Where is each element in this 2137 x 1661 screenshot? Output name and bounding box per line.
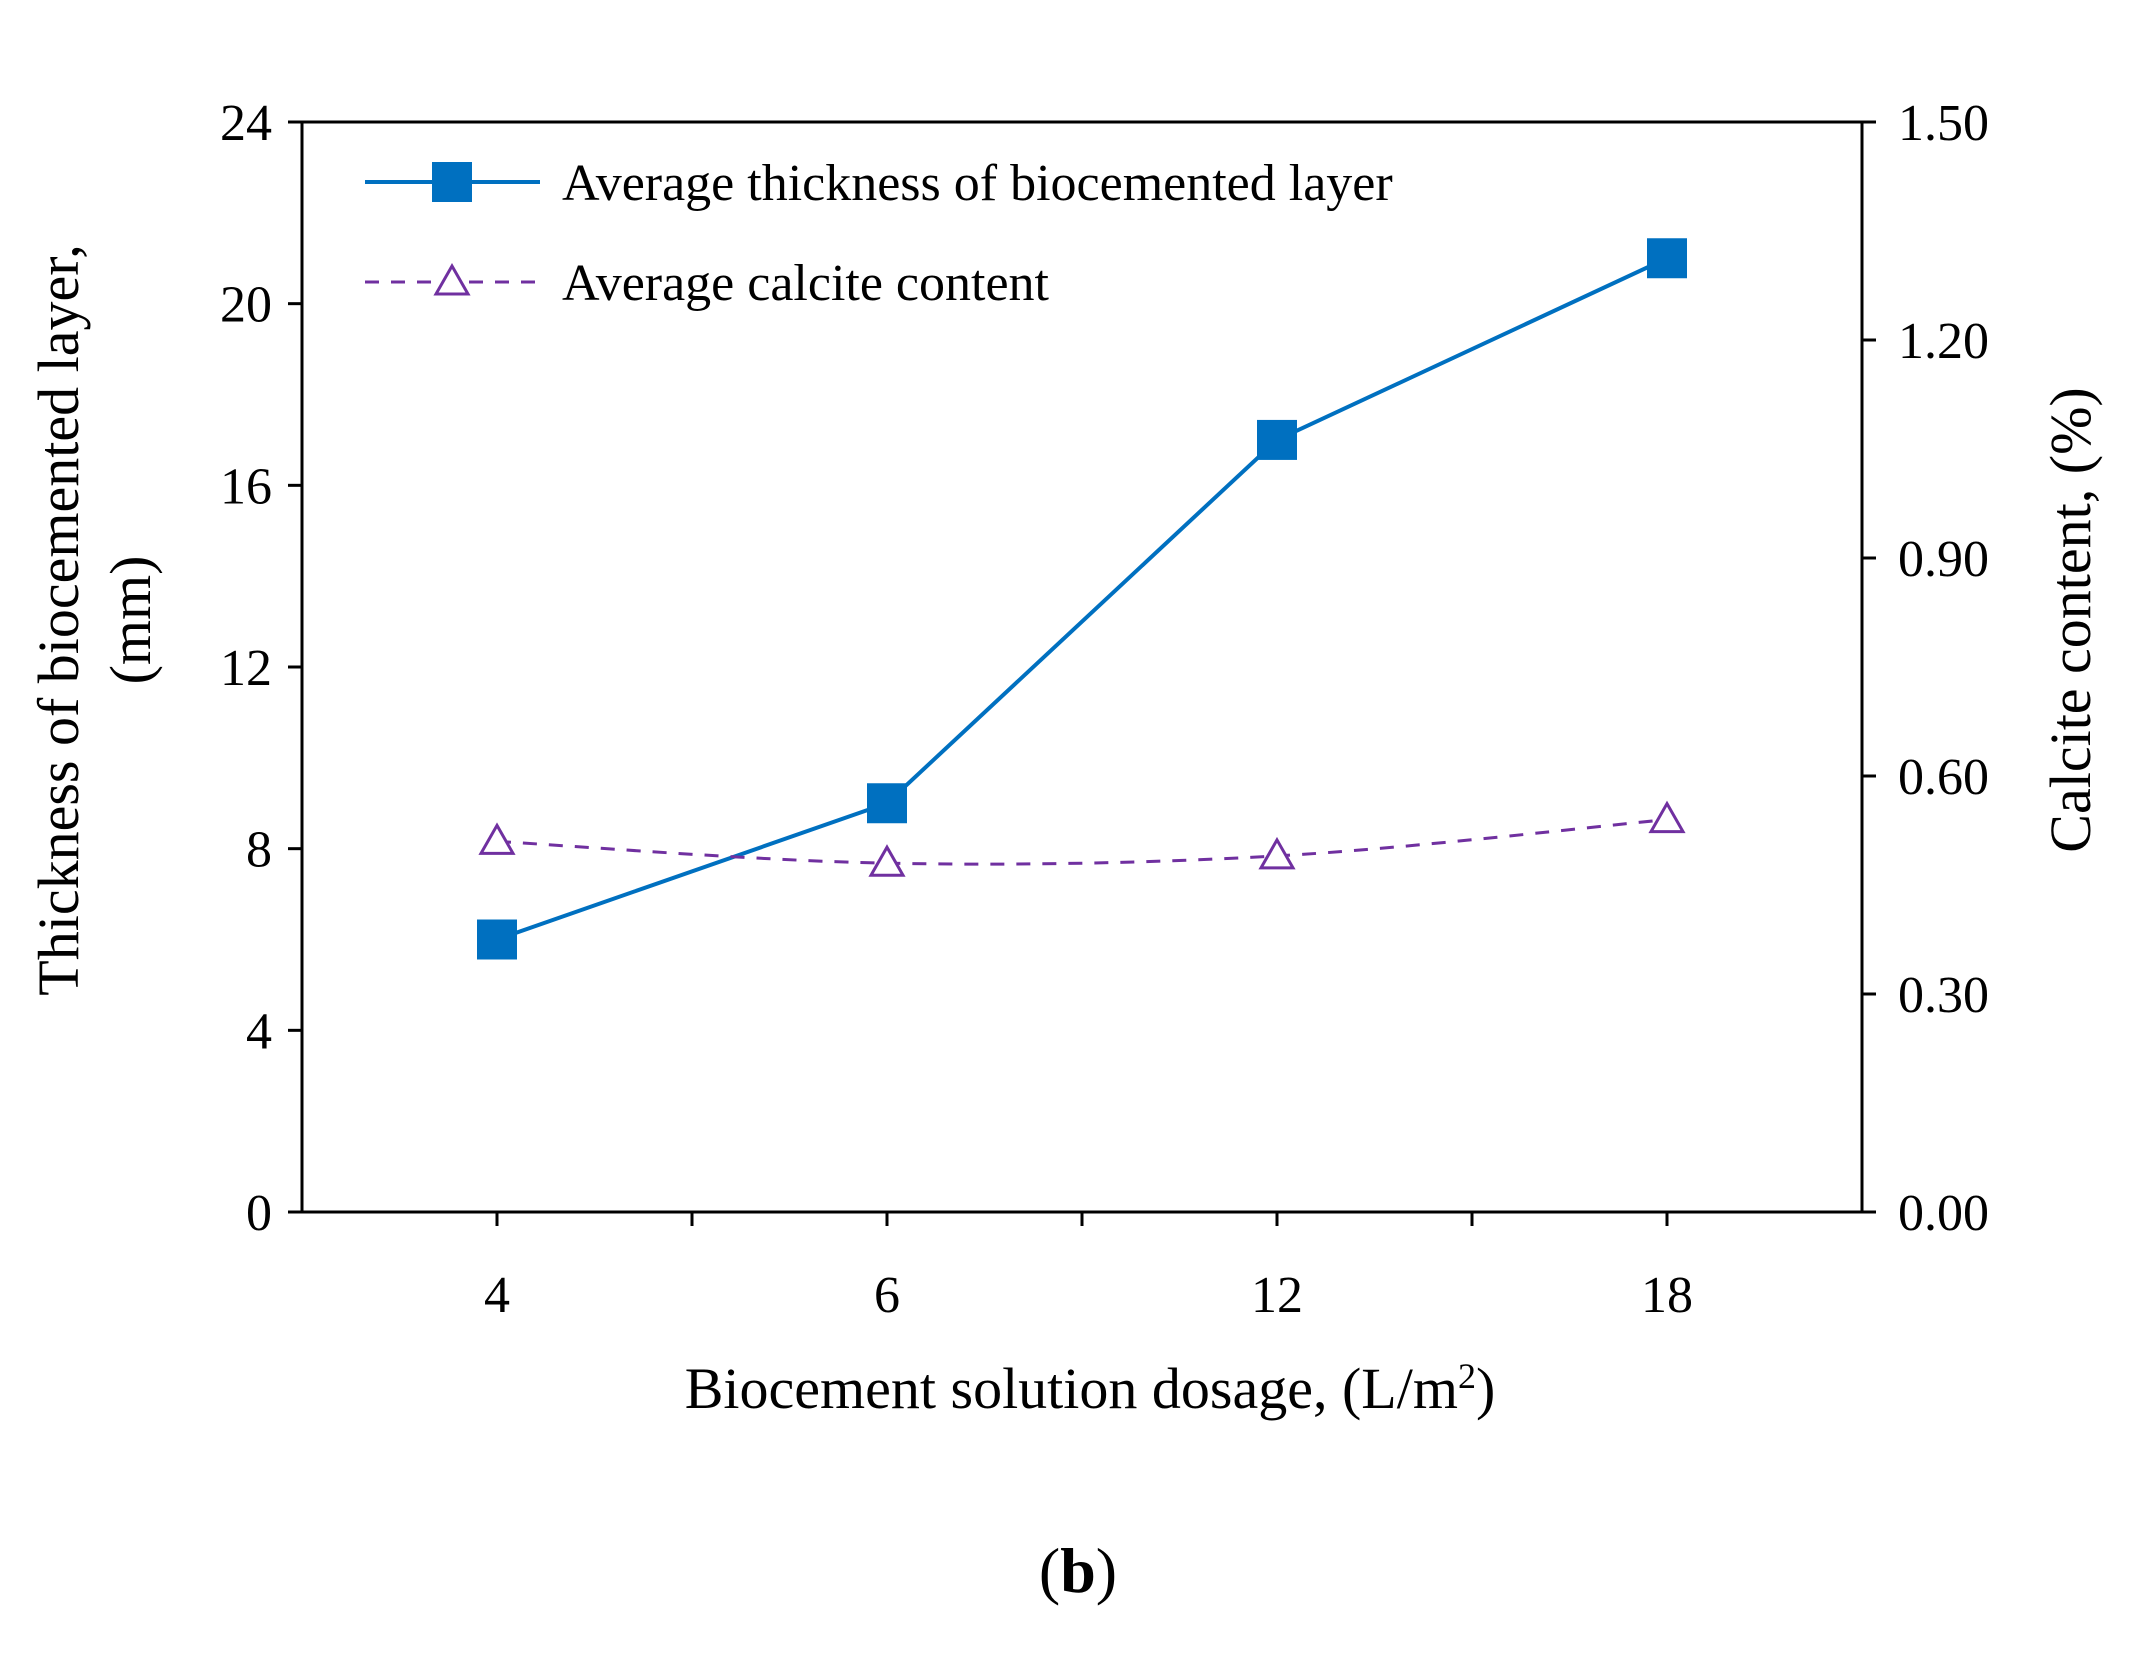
y-tick-label: 16 <box>220 458 272 515</box>
y-axis-title-line1: Thickness of biocemented layer, <box>26 244 91 995</box>
x-tick-label: 6 <box>874 1267 900 1324</box>
caption-open-paren: ( <box>1039 1535 1060 1606</box>
x-tick-label: 4 <box>484 1267 510 1324</box>
series-line-thickness <box>496 256 1668 942</box>
x-tick-label: 12 <box>1251 1267 1303 1324</box>
y-tick-label: 12 <box>220 640 272 697</box>
x-tick-label: 18 <box>1641 1267 1693 1324</box>
y-tick-label: 8 <box>246 822 272 879</box>
caption-close-paren: ) <box>1096 1535 1117 1606</box>
legend-label-calcite: Average calcite content <box>562 255 1050 312</box>
legend-label-thickness: Average thickness of biocemented layer <box>562 155 1393 212</box>
y-axis-right: 0.00 0.30 0.60 0.90 1.20 1.50 <box>1862 95 1989 1242</box>
caption-letter: b <box>1060 1535 1096 1606</box>
figure-caption: (b) <box>1039 1535 1117 1606</box>
y2-tick-label: 1.20 <box>1898 313 1989 370</box>
data-point-thickness <box>867 783 907 824</box>
y2-tick-label: 0.30 <box>1898 967 1989 1024</box>
series-line-calcite <box>496 818 1668 866</box>
x-axis-title-close: ) <box>1476 1356 1495 1421</box>
y2-axis-title: Calcite content, (%) <box>2038 387 2103 852</box>
data-point-thickness <box>477 919 517 960</box>
data-point-calcite <box>1258 836 1296 870</box>
x-axis-title-sup: 2 <box>1458 1356 1476 1396</box>
y2-tick-label: 0.60 <box>1898 749 1989 806</box>
y-axis-title-line2: (mm) <box>98 556 163 685</box>
data-point-calcite <box>868 844 906 877</box>
y-tick-label: 4 <box>246 1003 272 1060</box>
y-tick-label: 24 <box>220 95 272 152</box>
y-tick-label: 0 <box>246 1185 272 1242</box>
legend: Average thickness of biocemented layer A… <box>365 155 1393 312</box>
legend-marker-calcite <box>433 262 471 296</box>
y2-tick-label: 0.00 <box>1898 1185 1989 1242</box>
data-point-thickness <box>1257 419 1297 460</box>
y-tick-label: 20 <box>220 277 272 334</box>
x-axis-title-main: Biocement solution dosage, (L/m <box>685 1356 1458 1421</box>
data-point-calcite <box>478 822 516 855</box>
plot-area-frame <box>300 120 1864 1214</box>
y2-tick-label: 0.90 <box>1898 531 1989 588</box>
data-point-thickness <box>1647 238 1687 279</box>
series-group <box>477 238 1687 960</box>
data-point-calcite <box>1648 800 1686 834</box>
x-axis: 4 6 12 18 <box>484 1212 1693 1324</box>
y-axis-left: 0 4 8 12 16 20 24 <box>220 95 302 1242</box>
legend-marker-thickness <box>432 162 472 202</box>
x-axis-title: Biocement solution dosage, (L/m2) <box>685 1356 1496 1421</box>
y2-tick-label: 1.50 <box>1898 95 1989 152</box>
